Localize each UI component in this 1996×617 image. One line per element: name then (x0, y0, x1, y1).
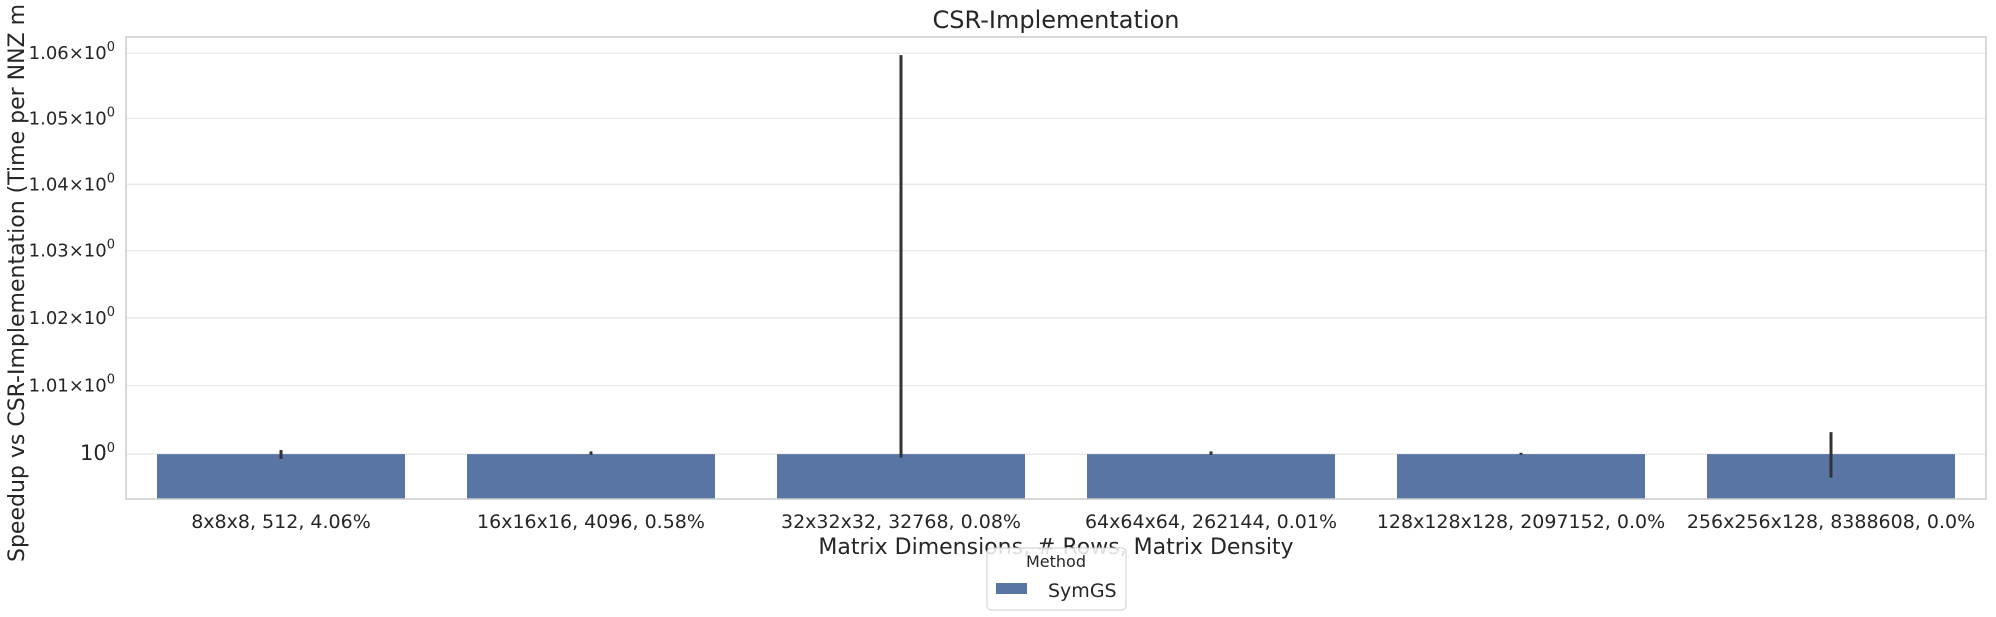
y-tick-label: 1.01×100 (29, 373, 115, 397)
x-tick-label: 128x128x128, 2097152, 0.0% (1377, 511, 1665, 533)
y-tick-label: 1.06×100 (29, 40, 115, 64)
x-tick-labels: 8x8x8, 512, 4.06% 16x16x16, 4096, 0.58% 32… (191, 511, 1975, 533)
bar (1087, 454, 1335, 499)
bar (1397, 454, 1645, 499)
y-tick-label: 1.03×100 (29, 238, 115, 262)
x-tick-label: 256x256x128, 8388608, 0.0% (1687, 511, 1975, 533)
y-tick-label: 100 (80, 441, 115, 465)
legend-label: SymGS (1048, 580, 1117, 602)
y-tick-labels: 100 1.01×100 1.02×100 1.03×100 1.04×100 1.05×… (29, 40, 115, 465)
x-tick-label: 8x8x8, 512, 4.06% (191, 511, 371, 533)
bar (157, 454, 405, 499)
legend-title: Method (1026, 552, 1086, 571)
chart-title: CSR-Implementation (933, 6, 1180, 34)
legend: Method SymGS (986, 547, 1127, 611)
legend-swatch (996, 583, 1027, 594)
y-tick-label: 1.04×100 (29, 171, 115, 195)
legend-box (986, 547, 1127, 611)
y-axis-label: Speedup vs CSR-Implementation (Time per … (5, 4, 30, 562)
y-gridlines (126, 52, 1986, 455)
x-tick-label: 16x16x16, 4096, 0.58% (477, 511, 705, 533)
x-tick-label: 32x32x32, 32768, 0.08% (781, 511, 1021, 533)
plot-frame (125, 36, 1987, 500)
bars (157, 454, 1955, 499)
y-tick-label: 1.02×100 (29, 305, 115, 329)
error-bars (279, 55, 1833, 478)
x-tick-label: 64x64x64, 262144, 0.01% (1085, 511, 1337, 533)
bar (777, 454, 1025, 499)
y-tick-label: 1.05×100 (29, 105, 115, 129)
bar (467, 454, 715, 499)
